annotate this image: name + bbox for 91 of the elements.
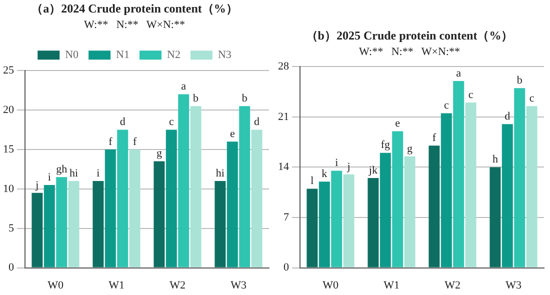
data-label: hi xyxy=(216,167,224,180)
data-label: b xyxy=(242,92,248,104)
bar xyxy=(380,152,391,268)
bar xyxy=(368,178,379,268)
bar xyxy=(68,181,80,268)
x-tick-label: W3 xyxy=(230,279,247,292)
data-label: l xyxy=(310,175,314,188)
y-tick-label: 7 xyxy=(284,211,290,224)
bar xyxy=(331,170,342,268)
data-label: c xyxy=(529,92,534,105)
y-tick-label: 10 xyxy=(3,182,14,195)
y-tick-label: 15 xyxy=(3,143,14,156)
bar xyxy=(428,146,440,268)
data-label: d xyxy=(254,116,260,128)
y-tick-label: 5 xyxy=(8,222,14,234)
x-tick-label: W1 xyxy=(384,279,400,292)
data-label: c xyxy=(468,88,474,101)
bar xyxy=(306,188,318,268)
data-label: e xyxy=(230,128,235,140)
data-label: jk xyxy=(368,164,378,176)
data-label: b xyxy=(516,74,523,87)
data-label: j xyxy=(346,160,350,173)
data-label: g xyxy=(156,148,162,160)
y-tick-label: 0 xyxy=(8,262,14,274)
bar xyxy=(318,182,330,268)
data-label: c xyxy=(444,100,449,112)
x-tick-label: W2 xyxy=(444,279,460,292)
bar xyxy=(440,113,452,268)
bar xyxy=(214,181,226,268)
bar xyxy=(190,106,202,268)
y-tick-label: 0 xyxy=(284,262,290,274)
data-label: e xyxy=(395,118,400,130)
data-label: b xyxy=(193,92,200,104)
legend-label: N1 xyxy=(116,48,130,61)
data-label: hi xyxy=(70,167,78,180)
y-tick-label: 25 xyxy=(3,64,14,76)
data-label: i xyxy=(48,171,51,184)
bar xyxy=(154,161,165,268)
data-label: gh xyxy=(56,163,68,176)
bar xyxy=(117,130,128,268)
bar xyxy=(166,130,177,268)
data-label: a xyxy=(456,67,462,80)
y-tick-label: 14 xyxy=(278,161,290,174)
data-label: f xyxy=(432,132,436,144)
bar xyxy=(129,149,140,268)
data-label: d xyxy=(120,116,126,128)
bar xyxy=(526,106,538,268)
bar xyxy=(44,184,55,268)
chart-title: （b）2025 Crude protein content（%） xyxy=(306,28,514,42)
data-label: fg xyxy=(380,139,390,152)
x-tick-label: W0 xyxy=(48,279,64,292)
chart-subtitle: W:** N:** W×N:** xyxy=(359,46,460,58)
bar xyxy=(92,181,104,268)
data-label: f xyxy=(108,136,113,148)
bar xyxy=(226,142,238,268)
data-label: f xyxy=(132,136,137,148)
bar xyxy=(56,177,68,268)
y-tick-label: 21 xyxy=(278,110,289,123)
x-tick-label: W3 xyxy=(506,279,522,292)
x-tick-label: W1 xyxy=(108,279,124,292)
data-label: g xyxy=(407,142,414,155)
bar xyxy=(32,192,43,268)
chart-subtitle: W:** N:** W×N:** xyxy=(84,18,185,31)
bar xyxy=(251,130,262,268)
data-label: i xyxy=(335,157,338,170)
y-tick-label: 20 xyxy=(3,104,14,116)
data-label: k xyxy=(322,168,328,180)
y-tick-label: 28 xyxy=(278,60,290,72)
bar xyxy=(490,167,501,268)
bar xyxy=(404,156,416,268)
data-label: h xyxy=(492,154,498,166)
data-label: d xyxy=(504,110,511,122)
bar xyxy=(502,124,513,268)
legend-label: N3 xyxy=(218,48,232,61)
bar xyxy=(104,149,116,268)
bar xyxy=(178,94,190,268)
legend-label: N0 xyxy=(65,48,80,61)
bar xyxy=(465,102,476,268)
data-label: a xyxy=(181,80,186,93)
data-label: i xyxy=(96,167,100,180)
bar xyxy=(453,80,464,268)
data-label: c xyxy=(168,116,174,128)
x-tick-label: W0 xyxy=(322,279,339,292)
x-tick-label: W2 xyxy=(170,279,186,292)
bar xyxy=(343,174,354,268)
bar xyxy=(239,106,250,268)
legend-label: N2 xyxy=(167,48,180,61)
bar xyxy=(514,88,526,268)
chart-title: （a）2024 Crude protein content（%） xyxy=(31,1,238,16)
data-label: j xyxy=(34,179,39,192)
bar xyxy=(392,131,404,268)
